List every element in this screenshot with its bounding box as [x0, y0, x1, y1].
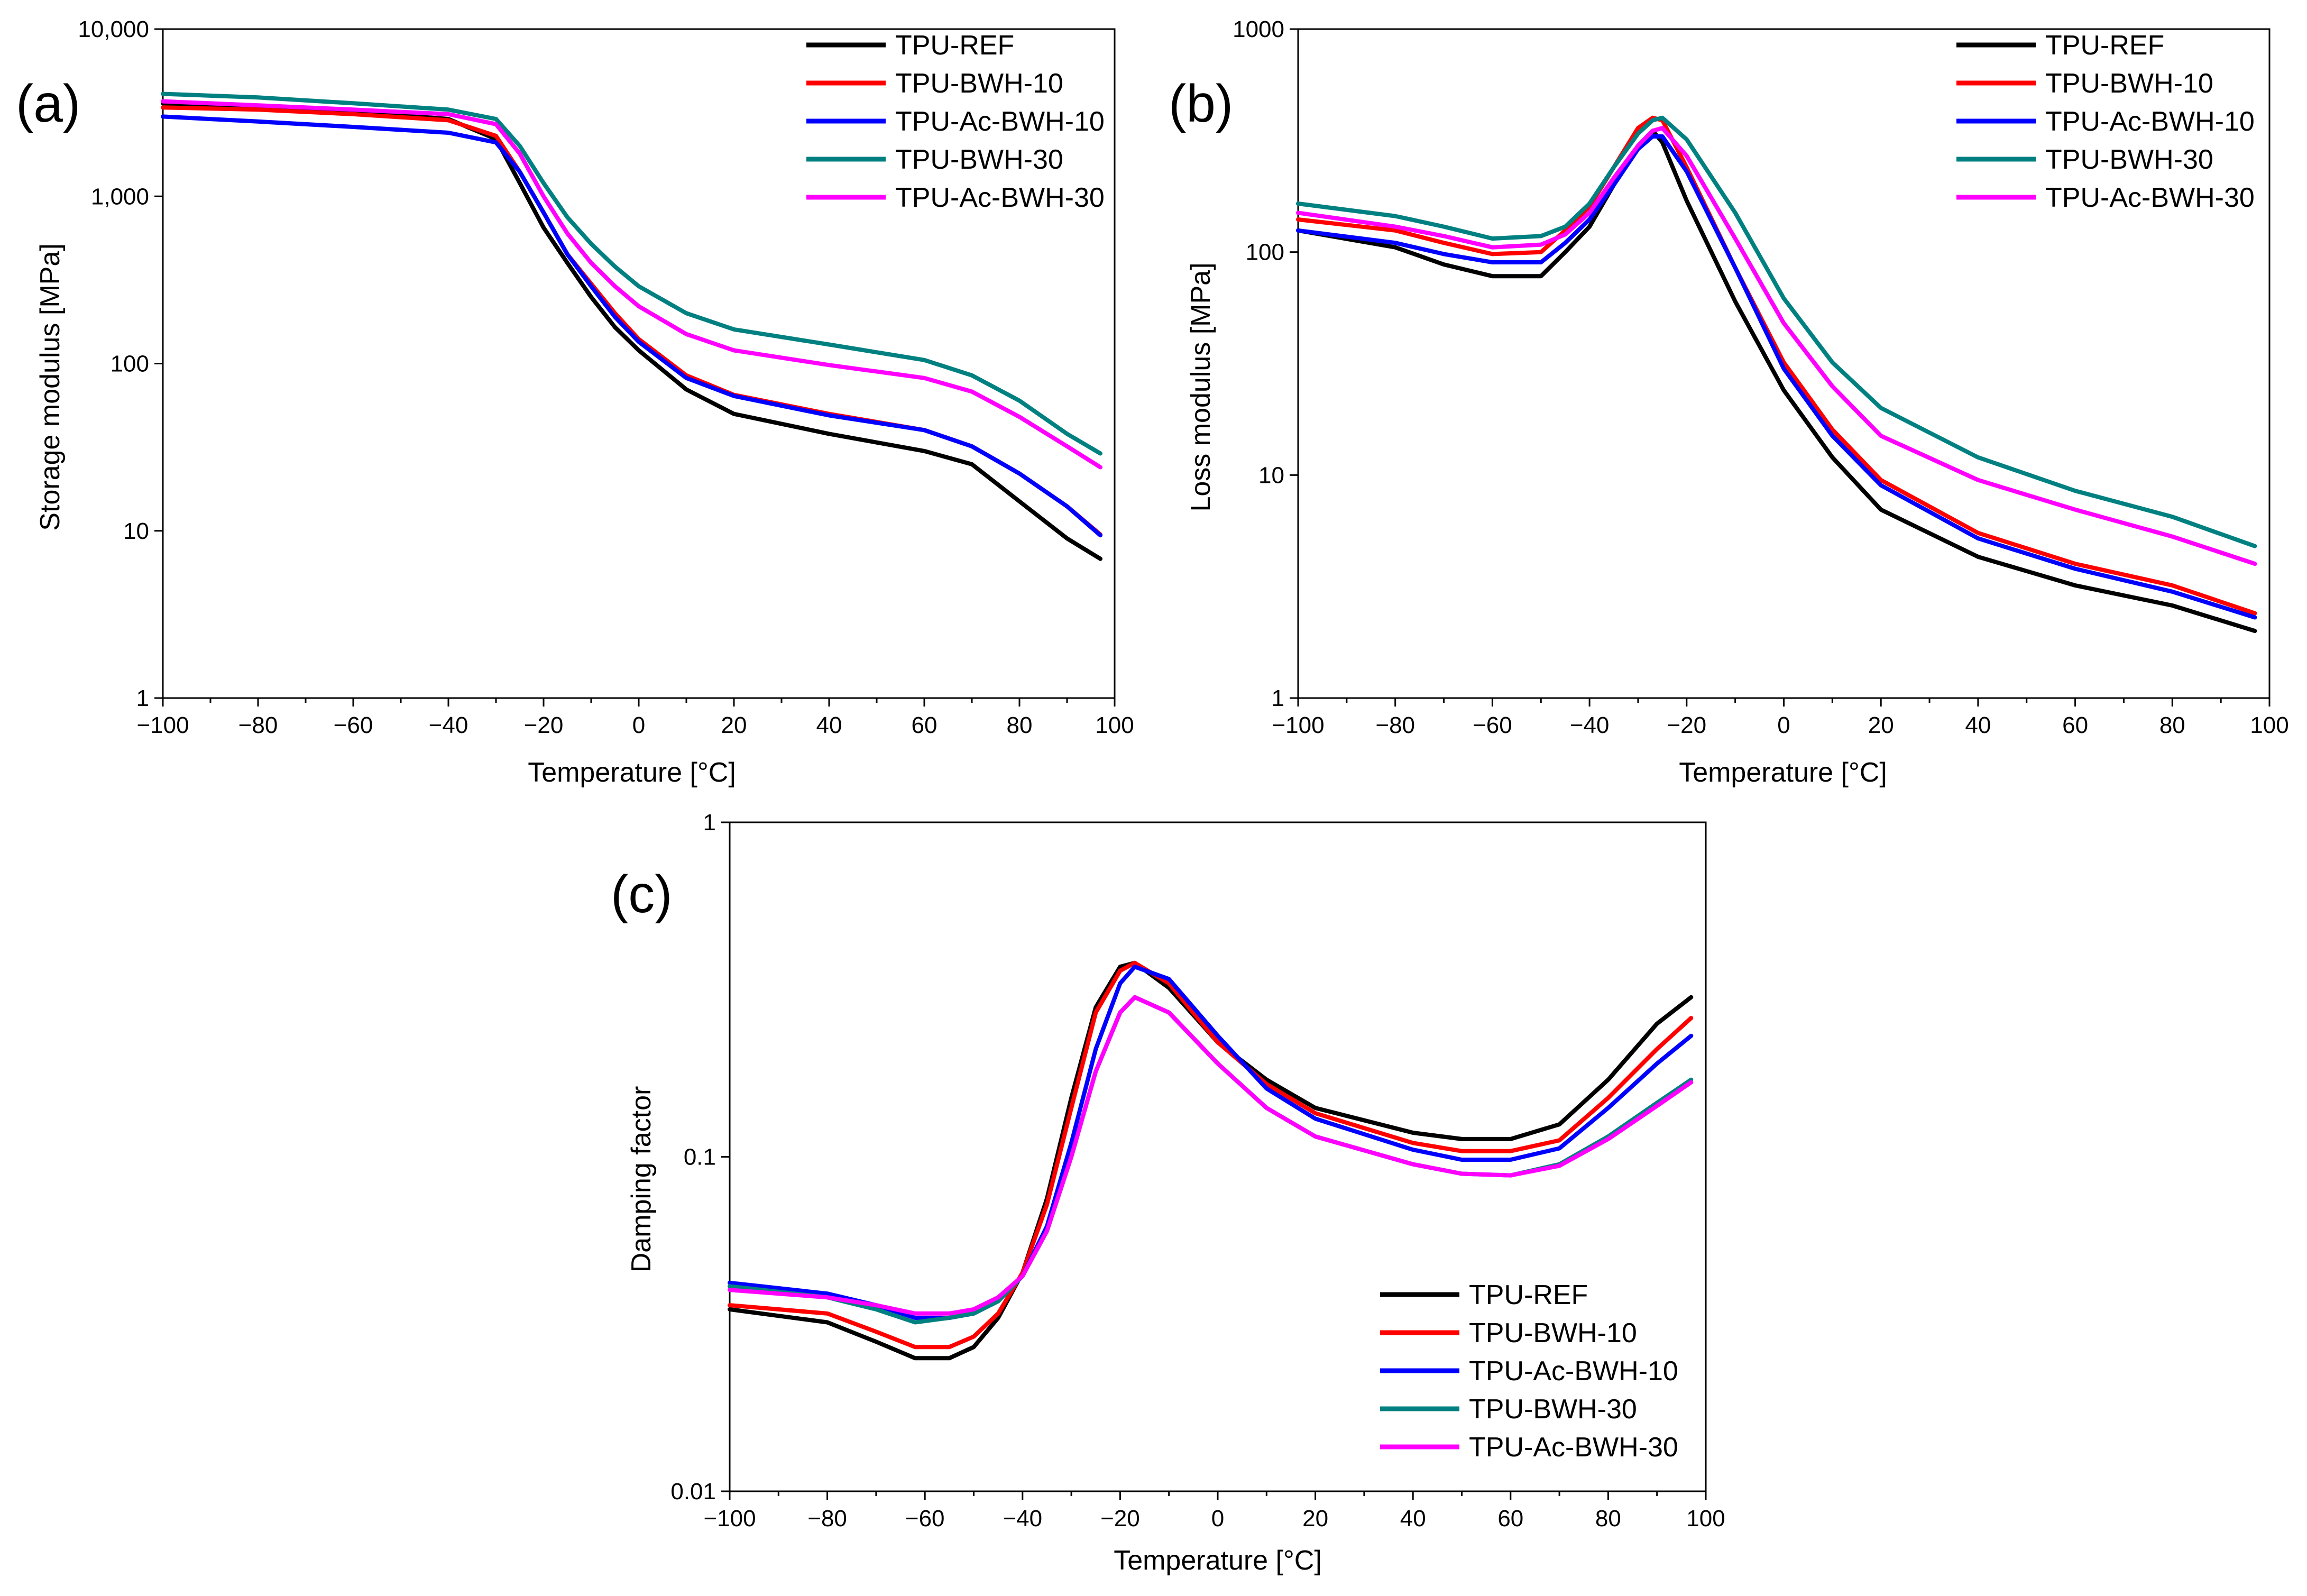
- panel-c-legend-label-tpu-ac-bwh-30: TPU-Ac-BWH-30: [1469, 1432, 1678, 1463]
- panel-a-xlabel: Temperature [°C]: [528, 757, 736, 788]
- panel-b-xtick-label: −100: [1272, 712, 1324, 738]
- panel-b-xtick-label: 20: [1868, 712, 1894, 738]
- panel-b-legend: TPU-REF TPU-BWH-10 TPU-Ac-BWH-10 TPU-BWH-30…: [1956, 30, 2255, 213]
- panel-a-ytick-label: 1: [136, 685, 149, 711]
- panel-b-legend-label-tpu-ac-bwh-30: TPU-Ac-BWH-30: [2045, 182, 2255, 213]
- panel-b-legend-label-tpu-ac-bwh-10: TPU-Ac-BWH-10: [2045, 106, 2255, 137]
- panel-a-xtick-label: 60: [912, 712, 937, 738]
- panel-b-xtick-label: 80: [2159, 712, 2185, 738]
- panel-c-xtick-label: 40: [1400, 1506, 1426, 1531]
- panel-c-xtick-label: 100: [1686, 1506, 1725, 1531]
- panel-b-xtick-label: −40: [1570, 712, 1610, 738]
- panel-c-label: (c): [611, 865, 673, 924]
- panel-c-xlabel: Temperature [°C]: [1114, 1545, 1322, 1576]
- panel-b-xtick-label: −80: [1375, 712, 1415, 738]
- panel-c-xtick-label: −20: [1100, 1506, 1140, 1531]
- panel-b-xtick-label: 60: [2062, 712, 2088, 738]
- panel-c-plot: −100 −80 −60 −40 −20 0 20 40 60 80 100 0.01 0.1 1: [670, 810, 1725, 1531]
- panel-b-ytick-label: 1: [1272, 685, 1284, 711]
- panel-a-series-tpu-bwh-30: [161, 91, 1102, 456]
- panel-c-series-tpu-bwh-10: [728, 960, 1694, 1350]
- panel-c-xtick-label: 20: [1302, 1506, 1328, 1531]
- panel-a-legend-label-tpu-bwh-10: TPU-BWH-10: [895, 68, 1063, 99]
- panel-b-series-tpu-bwh-30: [1296, 115, 2257, 548]
- panel-a-legend-label-tpu-ref: TPU-REF: [895, 30, 1014, 61]
- panel-a-xtick-label: −60: [334, 712, 373, 738]
- panel-c-series-tpu-bwh-30: [728, 995, 1694, 1325]
- panel-b-legend-label-tpu-ref: TPU-REF: [2045, 30, 2164, 61]
- panel-a-ytick-label: 10,000: [78, 16, 149, 42]
- panel-c-ylabel: Damping factor: [626, 1086, 657, 1273]
- panel-a-xtick-label: −80: [238, 712, 278, 738]
- panel-b: (b) −100 −80 −60 −40 −20 0 20 40 60 80 100 1 10 100 10…: [1169, 16, 2289, 788]
- panel-b-ytick-label: 10: [1258, 462, 1284, 488]
- panel-a-legend-label-tpu-ac-bwh-10: TPU-Ac-BWH-10: [895, 106, 1105, 137]
- panel-b-legend-label-tpu-bwh-10: TPU-BWH-10: [2045, 68, 2213, 99]
- panel-b-ytick-label: 1000: [1233, 16, 1284, 42]
- panel-c-xtick-label: −40: [1003, 1506, 1042, 1531]
- panel-a-label: (a): [16, 74, 80, 133]
- panel-c-ytick-label: 1: [703, 810, 716, 836]
- panel-a-series-tpu-ac-bwh-10: [161, 114, 1102, 538]
- panel-b-xtick-label: 100: [2250, 712, 2288, 738]
- panel-c-ytick-label: 0.01: [670, 1479, 716, 1505]
- panel-b-ytick-label: 100: [1246, 240, 1284, 265]
- panel-c-xtick-label: 60: [1497, 1506, 1523, 1531]
- panel-a-legend-label-tpu-ac-bwh-30: TPU-Ac-BWH-30: [895, 182, 1105, 213]
- panel-a-xtick-label: 0: [632, 712, 645, 738]
- panel-b-plot: −100 −80 −60 −40 −20 0 20 40 60 80 100 1 10 100 1000: [1233, 16, 2289, 738]
- panel-a-xtick-label: −20: [524, 712, 564, 738]
- panel-c-xtick-label: 0: [1211, 1506, 1224, 1531]
- panel-a-xtick-label: 40: [816, 712, 842, 738]
- panel-b-xtick-label: 0: [1777, 712, 1790, 738]
- panel-a-ytick-label: 1,000: [91, 184, 149, 209]
- panel-c-legend-label-tpu-bwh-10: TPU-BWH-10: [1469, 1318, 1637, 1349]
- panel-a-ytick-label: 10: [123, 518, 149, 544]
- panel-a: (a) −100 −80 −60 −40 −20 0 20 40 60 80 100 1 10 100 1,…: [16, 16, 1134, 788]
- panel-c-xtick-label: 80: [1595, 1506, 1621, 1531]
- panel-a-ylabel: Storage modulus [MPa]: [35, 243, 66, 530]
- panel-a-legend: TPU-REF TPU-BWH-10 TPU-Ac-BWH-10 TPU-BWH-30…: [806, 30, 1105, 213]
- panel-a-xtick-label: 80: [1007, 712, 1033, 738]
- panel-c: (c) −100 −80 −60 −40 −20 0 20 40 60 80 100 0.01 0.1 1…: [611, 810, 1725, 1576]
- panel-a-ytick-label: 100: [111, 351, 149, 377]
- panel-c-xtick-label: −80: [807, 1506, 847, 1531]
- panel-c-legend-label-tpu-ref: TPU-REF: [1469, 1280, 1588, 1310]
- panel-c-xtick-label: −100: [703, 1506, 756, 1531]
- panel-b-label: (b): [1169, 74, 1233, 133]
- panel-a-xtick-label: 100: [1095, 712, 1134, 738]
- panel-c-legend-label-tpu-ac-bwh-10: TPU-Ac-BWH-10: [1469, 1356, 1678, 1387]
- panel-a-xtick-label: 20: [721, 712, 747, 738]
- panel-a-legend-label-tpu-bwh-30: TPU-BWH-30: [895, 144, 1063, 175]
- panel-a-plot: −100 −80 −60 −40 −20 0 20 40 60 80 100 1 10 100 1,000 1…: [78, 16, 1134, 738]
- panel-b-legend-label-tpu-bwh-30: TPU-BWH-30: [2045, 144, 2213, 175]
- panel-b-xtick-label: 40: [1965, 712, 1991, 738]
- panel-c-legend-label-tpu-bwh-30: TPU-BWH-30: [1469, 1394, 1637, 1425]
- panel-b-xlabel: Temperature [°C]: [1679, 757, 1887, 788]
- panel-c-frame: [729, 821, 1707, 1492]
- panel-c-legend: TPU-REF TPU-BWH-10 TPU-Ac-BWH-10 TPU-BWH-30…: [1380, 1280, 1678, 1463]
- panel-c-xtick-label: −60: [905, 1506, 945, 1531]
- panel-b-ylabel: Loss modulus [MPa]: [1185, 262, 1216, 511]
- panel-b-series-tpu-ac-bwh-10: [1296, 134, 2257, 620]
- panel-b-series-tpu-ac-bwh-30: [1296, 126, 2257, 566]
- panel-a-series-tpu-ac-bwh-30: [161, 99, 1102, 470]
- panel-a-xtick-label: −40: [429, 712, 468, 738]
- panel-a-xtick-label: −100: [136, 712, 189, 738]
- panel-c-series-tpu-ac-bwh-30: [728, 995, 1694, 1316]
- panel-b-xtick-label: −20: [1667, 712, 1706, 738]
- panel-b-xtick-label: −60: [1473, 712, 1512, 738]
- panel-c-ytick-label: 0.1: [684, 1144, 716, 1170]
